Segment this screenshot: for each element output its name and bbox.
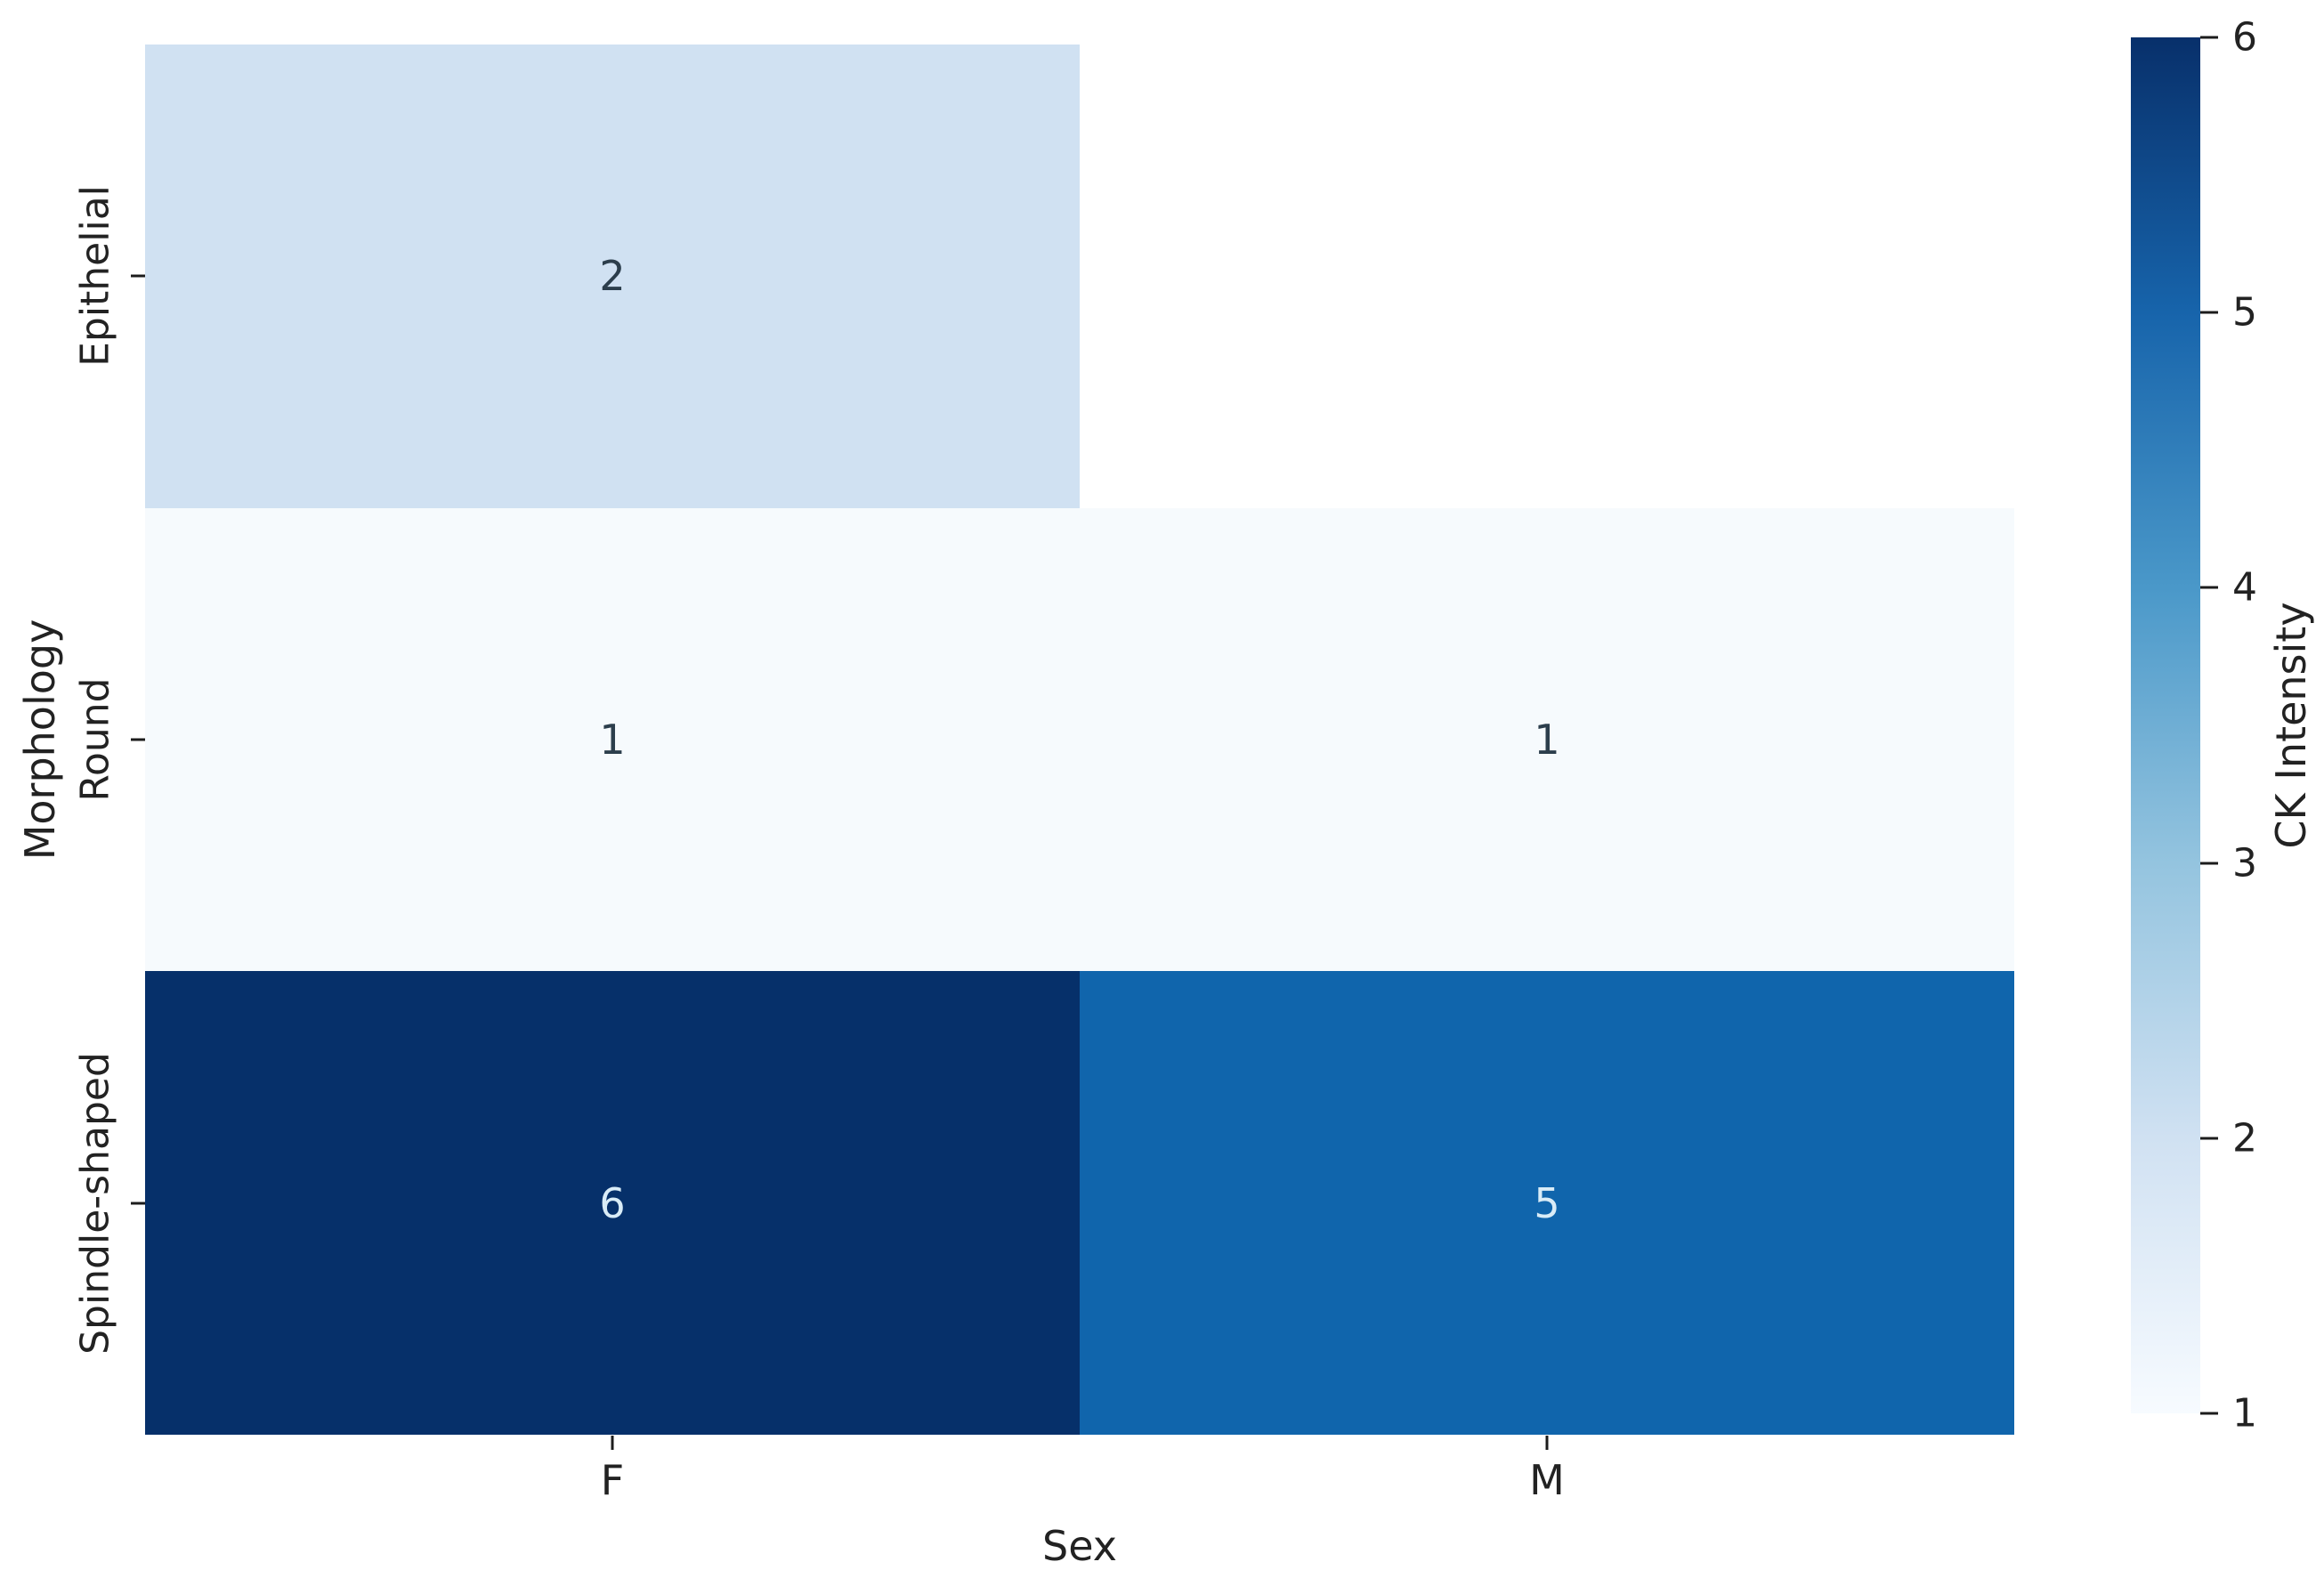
cell-round-f: 1 (145, 507, 1080, 972)
colorbar-tick-1 (2200, 1412, 2218, 1415)
cell-value: 1 (1534, 715, 1560, 764)
colorbar-tick-label-5: 5 (2232, 289, 2257, 336)
y-tick-label-round: Round (72, 677, 118, 802)
cell-value: 2 (599, 252, 626, 301)
y-tick-mark-spindle (131, 1202, 145, 1205)
x-tick-mark-m (1545, 1436, 1549, 1450)
heatmap-plot: 2 1 1 6 5 (145, 45, 2014, 1435)
colorbar-tick-label-4: 4 (2232, 564, 2257, 611)
colorbar-title: CK Intensity (2267, 602, 2315, 849)
cell-epithelial-m (1080, 45, 2014, 508)
y-tick-label-epithelial: Epithelial (72, 185, 118, 367)
x-tick-label-f: F (600, 1456, 625, 1504)
cell-epithelial-f: 2 (145, 45, 1080, 508)
colorbar-tick-label-1: 1 (2232, 1390, 2257, 1436)
colorbar-tick-label-6: 6 (2232, 14, 2257, 61)
colorbar-tick-label-3: 3 (2232, 840, 2257, 886)
x-axis-title: Sex (1042, 1522, 1117, 1570)
y-tick-mark-epithelial (131, 274, 145, 278)
colorbar-tick-label-2: 2 (2232, 1115, 2257, 1161)
cell-value: 1 (599, 715, 626, 764)
colorbar-tick-5 (2200, 311, 2218, 314)
cell-value: 6 (599, 1178, 626, 1227)
y-axis-title: Morphology (16, 619, 64, 861)
y-tick-label-spindle: Spindle-shaped (72, 1052, 118, 1355)
colorbar-tick-6 (2200, 36, 2218, 39)
x-tick-label-m: M (1529, 1456, 1565, 1504)
y-tick-mark-round (131, 738, 145, 741)
cell-value: 5 (1534, 1178, 1560, 1227)
cell-spindle-f: 6 (145, 971, 1080, 1435)
colorbar-tick-2 (2200, 1137, 2218, 1140)
colorbar-gradient (2131, 37, 2200, 1413)
cell-round-m: 1 (1080, 507, 2014, 972)
colorbar-tick-3 (2200, 862, 2218, 865)
cell-spindle-m: 5 (1080, 971, 2014, 1435)
colorbar-tick-4 (2200, 586, 2218, 589)
x-tick-mark-f (611, 1436, 614, 1450)
